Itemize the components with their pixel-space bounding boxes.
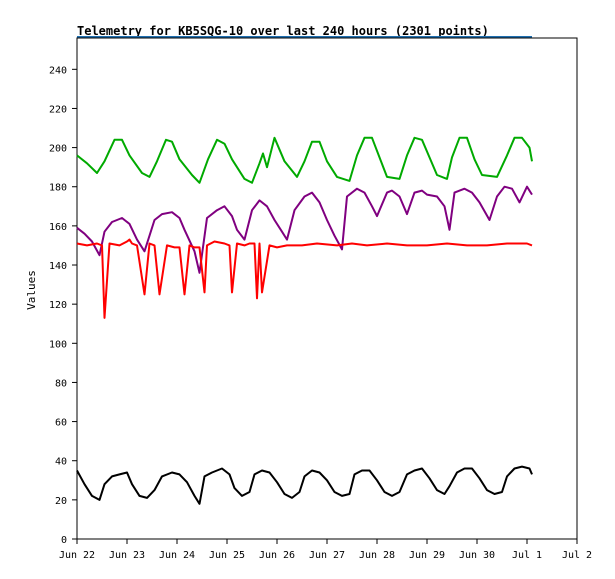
y-tick-label: 160 — [49, 222, 67, 233]
y-tick-label: 140 — [49, 261, 67, 272]
y-tick-label: 120 — [49, 300, 67, 311]
x-tick-label: Jun 30 — [459, 550, 495, 561]
y-tick-label: 240 — [49, 65, 67, 76]
x-tick-label: Jun 28 — [359, 550, 395, 561]
series-line-3 — [76, 465, 533, 505]
y-tick-label: 220 — [49, 104, 67, 115]
x-tick-label: Jun 24 — [159, 550, 195, 561]
series-line-1 — [76, 185, 533, 274]
series-group — [76, 136, 533, 505]
x-axis: Jun 22 Jun 23 Jun 24 Jun 25 Jun 26 Jun 27 Jun … — [59, 539, 592, 561]
y-axis-label: Values — [25, 270, 38, 310]
y-tick-label: 180 — [49, 183, 67, 194]
y-axis: 0 20 40 60 80 100 120 140 160 180 200 220 240 — [49, 65, 77, 546]
chart-title: Telemetry for KB5SQG-10 over last 240 ho… — [77, 24, 489, 38]
x-tick-label: Jul 2 — [562, 550, 592, 561]
x-tick-label: Jun 29 — [409, 550, 445, 561]
plot-area — [76, 37, 578, 540]
x-tick-label: Jun 26 — [259, 550, 295, 561]
x-tick-label: Jun 25 — [209, 550, 245, 561]
x-tick-label: Jul 1 — [512, 550, 542, 561]
y-tick-label: 200 — [49, 144, 67, 155]
y-tick-label: 80 — [55, 378, 67, 389]
y-tick-label: 0 — [61, 535, 67, 546]
series-line-2 — [76, 238, 533, 319]
y-tick-label: 100 — [49, 339, 67, 350]
y-tick-label: 60 — [55, 418, 67, 429]
y-tick-label: 40 — [55, 457, 67, 468]
x-tick-label: Jun 27 — [309, 550, 345, 561]
x-tick-label: Jun 23 — [109, 550, 145, 561]
x-tick-label: Jun 22 — [59, 550, 95, 561]
series-line-0 — [76, 136, 533, 184]
y-tick-label: 20 — [55, 496, 67, 507]
